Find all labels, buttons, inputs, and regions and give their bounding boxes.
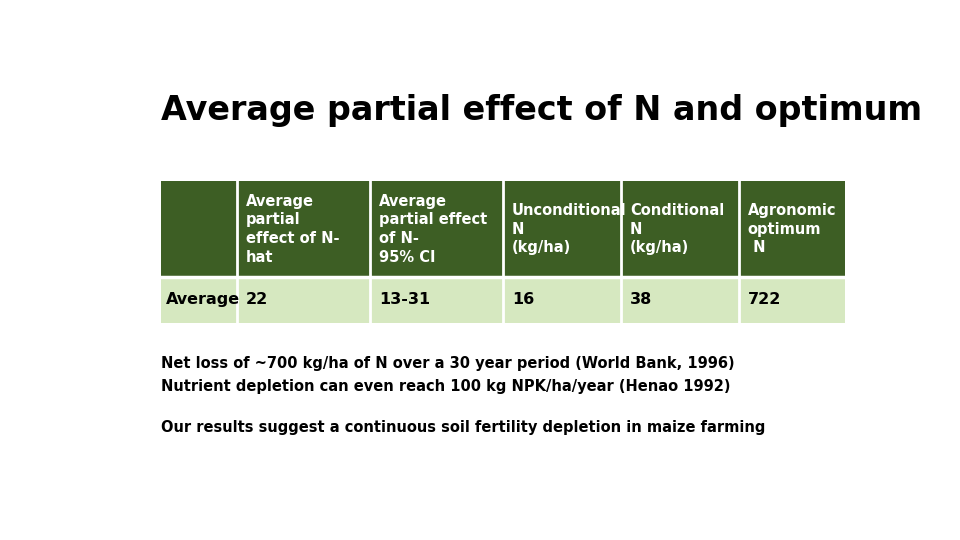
Text: 38: 38 [630,293,652,307]
FancyBboxPatch shape [739,181,846,278]
FancyBboxPatch shape [739,278,846,322]
Text: Our results suggest a continuous soil fertility depletion in maize farming: Our results suggest a continuous soil fe… [161,420,765,435]
FancyBboxPatch shape [370,278,503,322]
FancyBboxPatch shape [621,181,739,278]
Text: Conditional
N
(kg/ha): Conditional N (kg/ha) [630,203,724,255]
FancyBboxPatch shape [237,278,370,322]
FancyBboxPatch shape [161,181,237,278]
FancyBboxPatch shape [237,181,370,278]
Text: Agronomic
optimum
 N: Agronomic optimum N [748,203,836,255]
FancyBboxPatch shape [503,278,621,322]
Text: Nutrient depletion can even reach 100 kg NPK/ha/year (Henao 1992): Nutrient depletion can even reach 100 kg… [161,379,731,394]
FancyBboxPatch shape [503,181,621,278]
Text: 13-31: 13-31 [379,293,430,307]
Text: 22: 22 [246,293,268,307]
FancyBboxPatch shape [161,278,237,322]
Text: 722: 722 [748,293,781,307]
FancyBboxPatch shape [370,181,503,278]
Text: Unconditional
N
(kg/ha): Unconditional N (kg/ha) [512,203,627,255]
FancyBboxPatch shape [621,278,739,322]
Text: Average
partial
effect of N-
hat: Average partial effect of N- hat [246,194,340,265]
Text: Average
partial effect
of N-
95% CI: Average partial effect of N- 95% CI [379,194,488,265]
Text: Average partial effect of N and optimum: Average partial effect of N and optimum [161,94,922,127]
Text: Net loss of ~700 kg/ha of N over a 30 year period (World Bank, 1996): Net loss of ~700 kg/ha of N over a 30 ye… [161,356,734,371]
Text: 16: 16 [512,293,535,307]
Text: Average: Average [166,293,240,307]
